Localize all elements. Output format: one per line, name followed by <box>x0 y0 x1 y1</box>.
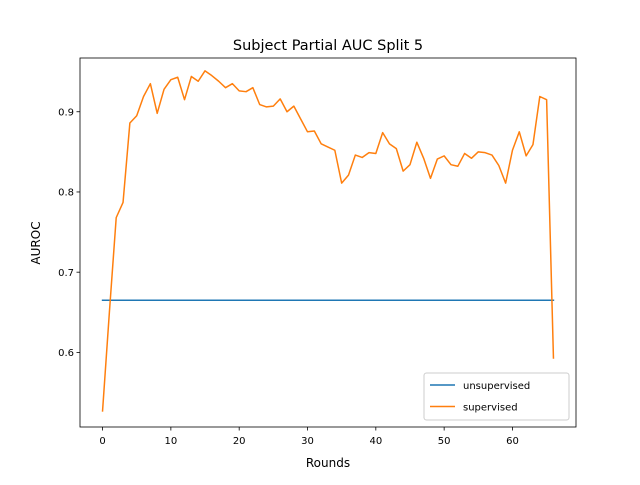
y-tick-label: 0.6 <box>58 348 74 359</box>
chart-title: Subject Partial AUC Split 5 <box>233 38 423 54</box>
y-tick-label: 0.9 <box>58 107 74 118</box>
legend-label-unsupervised: unsupervised <box>463 381 530 392</box>
series-layer <box>101 70 555 412</box>
x-tick-label: 0 <box>99 436 105 447</box>
x-tick-label: 30 <box>301 436 314 447</box>
legend-box <box>423 372 570 421</box>
y-tick-label: 0.8 <box>58 188 74 199</box>
series-line-supervised <box>101 70 555 412</box>
x-tick-label: 40 <box>369 436 382 447</box>
y-axis-label: AUROC <box>29 221 43 264</box>
x-tick-label: 20 <box>233 436 246 447</box>
plot-frame <box>79 57 577 428</box>
legend: unsupervised supervised <box>423 372 570 421</box>
x-tick-label: 60 <box>506 436 519 447</box>
axes-layer: 0 10 20 30 40 50 60 0.6 0.7 0.8 0.9 <box>58 57 577 447</box>
x-tick-label: 50 <box>438 436 451 447</box>
x-axis-label: Rounds <box>306 456 350 470</box>
x-tick-label: 10 <box>164 436 177 447</box>
y-tick-label: 0.7 <box>58 268 74 279</box>
legend-label-supervised: supervised <box>463 403 518 414</box>
